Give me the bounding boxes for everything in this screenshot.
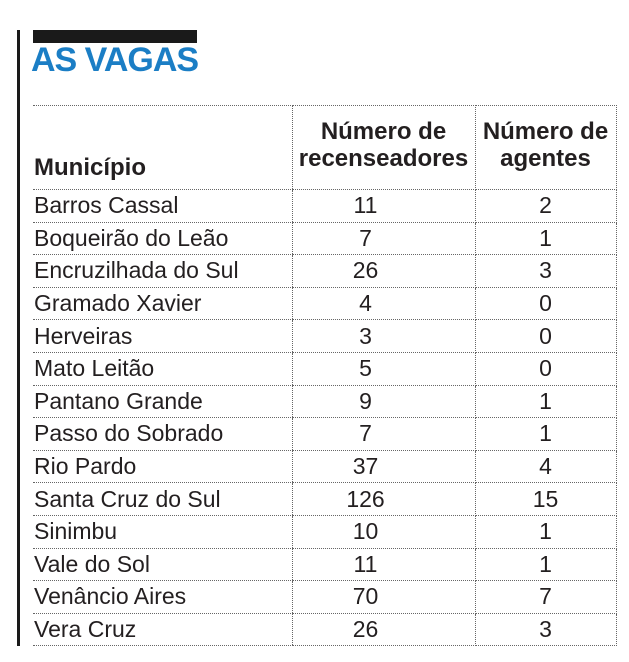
municipio-cell: Mato Leitão [33, 352, 292, 386]
recenseadores-cell: 4 [291, 287, 476, 321]
recenseadores-cell: 3 [291, 319, 476, 353]
agentes-cell: 1 [475, 515, 617, 549]
column-header-recenseadores: Número de recenseadores [291, 105, 476, 190]
page-title: AS VAGAS [31, 41, 199, 79]
recenseadores-cell: 11 [291, 548, 476, 582]
municipio-cell: Vera Cruz [33, 613, 292, 647]
agentes-cell: 0 [475, 287, 617, 321]
recenseadores-cell: 5 [291, 352, 476, 386]
table-row: Passo do Sobrado 7 1 [33, 417, 617, 451]
agentes-cell: 0 [475, 319, 617, 353]
table-row: Vera Cruz 26 3 [33, 613, 617, 647]
recenseadores-cell: 7 [291, 222, 476, 256]
table-row: Boqueirão do Leão 7 1 [33, 222, 617, 256]
municipio-cell: Vale do Sol [33, 548, 292, 582]
agentes-cell: 3 [475, 613, 617, 647]
municipio-cell: Encruzilhada do Sul [33, 254, 292, 288]
table-row: Venâncio Aires 70 7 [33, 580, 617, 614]
recenseadores-cell: 26 [291, 613, 476, 647]
municipio-cell: Boqueirão do Leão [33, 222, 292, 256]
column-header-agentes: Número de agentes [475, 105, 617, 190]
municipio-cell: Herveiras [33, 319, 292, 353]
agentes-cell: 1 [475, 417, 617, 451]
agentes-cell: 1 [475, 548, 617, 582]
recenseadores-cell: 9 [291, 385, 476, 419]
kicker-bar [33, 30, 197, 43]
table-row: Herveiras 3 0 [33, 319, 617, 353]
municipio-cell: Pantano Grande [33, 385, 292, 419]
table-row: Santa Cruz do Sul 126 15 [33, 482, 617, 516]
agentes-cell: 1 [475, 385, 617, 419]
municipio-cell: Barros Cassal [33, 189, 292, 223]
column-header-municipio: Município [33, 105, 292, 190]
recenseadores-cell: 70 [291, 580, 476, 614]
agentes-cell: 1 [475, 222, 617, 256]
table-body: Barros Cassal 11 2 Boqueirão do Leão 7 1… [33, 189, 617, 647]
table-row: Rio Pardo 37 4 [33, 450, 617, 484]
agentes-cell: 3 [475, 254, 617, 288]
recenseadores-cell: 10 [291, 515, 476, 549]
table-row: Barros Cassal 11 2 [33, 189, 617, 223]
vacancies-table: Município Número de recenseadores Número… [33, 105, 617, 647]
municipio-cell: Santa Cruz do Sul [33, 482, 292, 516]
table-header-row: Município Número de recenseadores Número… [33, 105, 617, 190]
table-row: Vale do Sol 11 1 [33, 548, 617, 582]
municipio-cell: Sinimbu [33, 515, 292, 549]
recenseadores-cell: 37 [291, 450, 476, 484]
municipio-cell: Venâncio Aires [33, 580, 292, 614]
municipio-cell: Rio Pardo [33, 450, 292, 484]
recenseadores-cell: 126 [291, 482, 476, 516]
table-row: Encruzilhada do Sul 26 3 [33, 254, 617, 288]
agentes-cell: 2 [475, 189, 617, 223]
agentes-cell: 7 [475, 580, 617, 614]
left-rule [17, 30, 20, 646]
recenseadores-cell: 26 [291, 254, 476, 288]
agentes-cell: 4 [475, 450, 617, 484]
agentes-cell: 0 [475, 352, 617, 386]
table-row: Gramado Xavier 4 0 [33, 287, 617, 321]
municipio-cell: Passo do Sobrado [33, 417, 292, 451]
agentes-cell: 15 [475, 482, 617, 516]
table-row: Sinimbu 10 1 [33, 515, 617, 549]
table-row: Mato Leitão 5 0 [33, 352, 617, 386]
data-table: Município Número de recenseadores Número… [33, 105, 617, 647]
recenseadores-cell: 7 [291, 417, 476, 451]
recenseadores-cell: 11 [291, 189, 476, 223]
table-row: Pantano Grande 9 1 [33, 385, 617, 419]
municipio-cell: Gramado Xavier [33, 287, 292, 321]
